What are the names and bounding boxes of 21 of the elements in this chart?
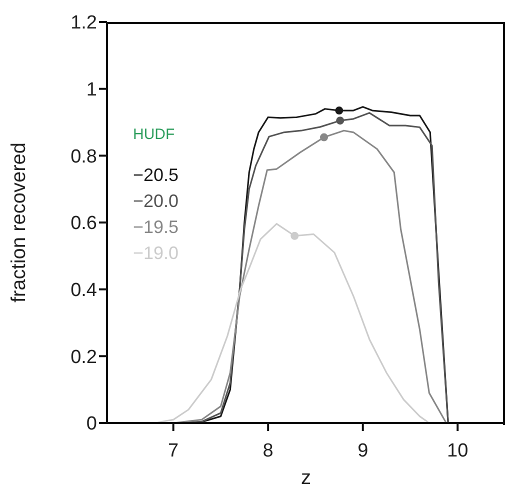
x-tick-label: 8 bbox=[262, 440, 274, 462]
y-tick-label: 0 bbox=[86, 414, 97, 435]
point bbox=[336, 116, 344, 125]
x-axis-title: z bbox=[301, 467, 311, 489]
x-tick-label: 9 bbox=[358, 440, 368, 462]
text: −19.5 bbox=[133, 216, 179, 239]
text: −20.0 bbox=[133, 190, 179, 213]
y-tick-label: 0.8 bbox=[70, 146, 97, 168]
y-tick-label: 1.2 bbox=[70, 12, 97, 34]
y-tick-label: 0.4 bbox=[70, 280, 98, 302]
y-tick-label: 0.2 bbox=[70, 346, 97, 368]
point bbox=[320, 133, 328, 142]
text: −20.5 bbox=[133, 164, 179, 187]
y-axis-title: fraction recovered bbox=[8, 142, 30, 303]
legend-title: HUDF bbox=[133, 125, 176, 145]
x-tick-label: 7 bbox=[168, 440, 179, 462]
y-tick-label: 1 bbox=[86, 80, 97, 101]
point bbox=[290, 232, 299, 240]
point bbox=[335, 106, 344, 115]
x-tick-label: 10 bbox=[447, 440, 468, 462]
y-tick-label: 0.6 bbox=[70, 213, 97, 234]
